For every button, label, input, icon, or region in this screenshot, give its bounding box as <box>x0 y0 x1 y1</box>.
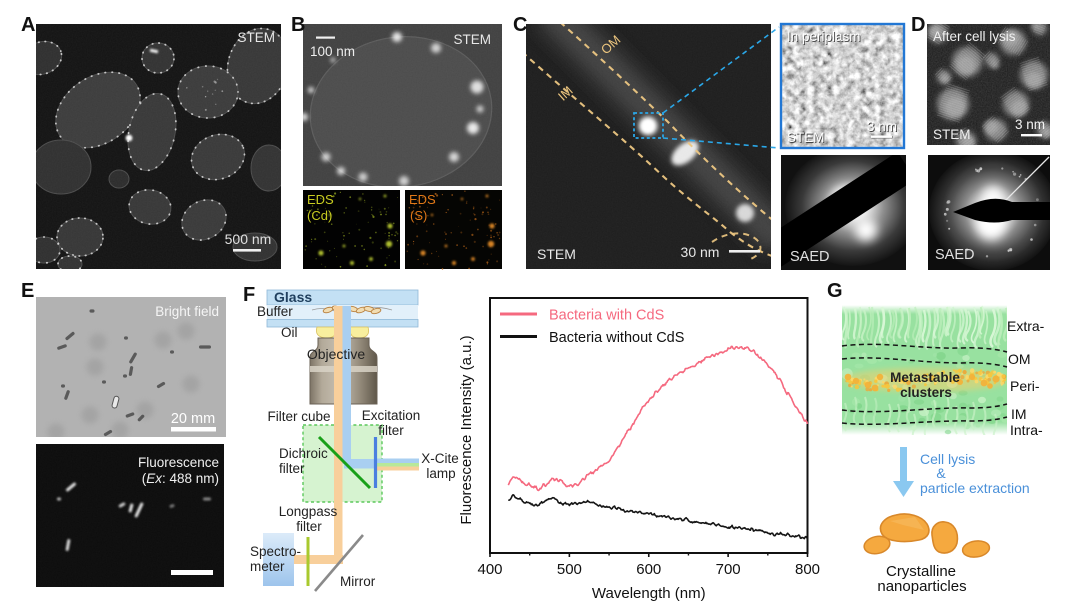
svg-text:In periplasm: In periplasm <box>787 29 861 44</box>
svg-text:EDS: EDS <box>409 192 436 207</box>
svg-text:D: D <box>911 14 925 36</box>
svg-text:700: 700 <box>716 561 741 578</box>
svg-text:Longpass: Longpass <box>279 504 338 519</box>
svg-text:STEM: STEM <box>537 246 576 262</box>
svg-text:EDS: EDS <box>307 192 334 207</box>
svg-text:Glass: Glass <box>274 289 312 305</box>
svg-text:IM: IM <box>1011 406 1027 422</box>
svg-text:100 nm: 100 nm <box>310 44 355 59</box>
svg-text:filter: filter <box>296 519 322 534</box>
svg-text:&: & <box>936 465 946 481</box>
svg-text:Intra-: Intra- <box>1010 422 1043 438</box>
svg-text:Objective: Objective <box>307 346 366 362</box>
svg-text:Buffer: Buffer <box>257 304 293 319</box>
svg-text:filter: filter <box>279 461 305 476</box>
svg-text:STEM: STEM <box>453 32 491 47</box>
svg-text:(Ex: 488 nm): (Ex: 488 nm) <box>142 471 219 486</box>
svg-text:Bacteria without CdS: Bacteria without CdS <box>549 330 684 346</box>
svg-text:filter: filter <box>378 423 404 438</box>
svg-text:Mirror: Mirror <box>340 574 376 589</box>
svg-text:20 mm: 20 mm <box>171 411 215 427</box>
svg-text:B: B <box>291 14 305 36</box>
svg-text:(Cd): (Cd) <box>307 208 332 223</box>
svg-text:3 nm: 3 nm <box>1015 117 1045 132</box>
svg-text:(S): (S) <box>410 208 427 223</box>
svg-text:Cell lysis: Cell lysis <box>920 451 975 467</box>
svg-text:Metastable: Metastable <box>890 370 960 385</box>
svg-text:X-Cite: X-Cite <box>421 451 459 466</box>
svg-text:STEM: STEM <box>237 30 275 45</box>
svg-text:Excitation: Excitation <box>362 408 421 423</box>
svg-text:C: C <box>513 14 527 36</box>
svg-text:600: 600 <box>636 561 661 578</box>
svg-text:SAED: SAED <box>935 247 975 263</box>
svg-text:STEM: STEM <box>933 127 971 142</box>
svg-text:OM: OM <box>1008 351 1031 367</box>
svg-text:nanoparticles: nanoparticles <box>877 578 966 595</box>
svg-text:Crystalline: Crystalline <box>886 563 956 580</box>
svg-text:Fluorescence: Fluorescence <box>138 455 219 470</box>
svg-text:SAED: SAED <box>790 249 830 265</box>
svg-text:Oil: Oil <box>281 325 298 340</box>
svg-text:500: 500 <box>557 561 582 578</box>
svg-text:Filter cube: Filter cube <box>267 409 330 424</box>
svg-text:Wavelength (nm): Wavelength (nm) <box>592 585 706 602</box>
svg-text:particle extraction: particle extraction <box>920 480 1030 496</box>
svg-text:F: F <box>243 284 255 306</box>
svg-text:E: E <box>21 280 34 302</box>
svg-text:STEM: STEM <box>787 130 825 145</box>
svg-text:400: 400 <box>477 561 502 578</box>
svg-text:STEM: STEM <box>788 131 826 146</box>
svg-text:Peri-: Peri- <box>1010 378 1040 394</box>
svg-text:Spectro-: Spectro- <box>250 544 301 559</box>
svg-text:clusters: clusters <box>900 385 952 400</box>
svg-text:Bacteria with CdS: Bacteria with CdS <box>549 308 664 324</box>
svg-text:800: 800 <box>795 561 820 578</box>
svg-text:Extra-: Extra- <box>1007 318 1045 334</box>
svg-text:G: G <box>827 280 843 302</box>
svg-text:Dichroic: Dichroic <box>279 446 328 461</box>
svg-text:30 nm: 30 nm <box>681 244 720 260</box>
svg-text:3 nm: 3 nm <box>867 119 897 134</box>
svg-text:lamp: lamp <box>426 466 455 481</box>
svg-text:Fluorescence Intensity (a.u.): Fluorescence Intensity (a.u.) <box>458 335 475 524</box>
svg-text:A: A <box>21 14 35 36</box>
svg-text:3 nm: 3 nm <box>868 120 898 135</box>
svg-text:In periplasm: In periplasm <box>788 30 862 45</box>
svg-text:500 nm: 500 nm <box>225 231 272 247</box>
svg-text:Bright field: Bright field <box>155 304 219 319</box>
svg-text:After cell lysis: After cell lysis <box>933 29 1016 44</box>
svg-text:meter: meter <box>250 559 285 574</box>
